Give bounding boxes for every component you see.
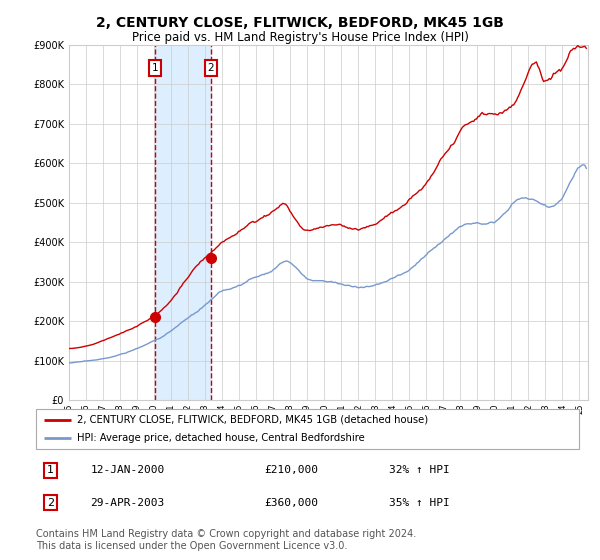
Text: £360,000: £360,000 bbox=[264, 498, 318, 507]
Text: 2, CENTURY CLOSE, FLITWICK, BEDFORD, MK45 1GB (detached house): 2, CENTURY CLOSE, FLITWICK, BEDFORD, MK4… bbox=[77, 415, 428, 424]
Text: Contains HM Land Registry data © Crown copyright and database right 2024.
This d: Contains HM Land Registry data © Crown c… bbox=[36, 529, 416, 551]
Text: 2, CENTURY CLOSE, FLITWICK, BEDFORD, MK45 1GB: 2, CENTURY CLOSE, FLITWICK, BEDFORD, MK4… bbox=[96, 16, 504, 30]
Text: 35% ↑ HPI: 35% ↑ HPI bbox=[389, 498, 450, 507]
Text: 2: 2 bbox=[47, 498, 54, 507]
Bar bbox=[155, 45, 211, 400]
Text: 1: 1 bbox=[151, 63, 158, 73]
Text: HPI: Average price, detached house, Central Bedfordshire: HPI: Average price, detached house, Cent… bbox=[77, 433, 364, 443]
Text: Price paid vs. HM Land Registry's House Price Index (HPI): Price paid vs. HM Land Registry's House … bbox=[131, 31, 469, 44]
FancyBboxPatch shape bbox=[36, 409, 579, 449]
Text: 12-JAN-2000: 12-JAN-2000 bbox=[91, 465, 164, 475]
Text: 1: 1 bbox=[47, 465, 54, 475]
Text: 2: 2 bbox=[208, 63, 214, 73]
Text: £210,000: £210,000 bbox=[264, 465, 318, 475]
Text: 32% ↑ HPI: 32% ↑ HPI bbox=[389, 465, 450, 475]
Text: 29-APR-2003: 29-APR-2003 bbox=[91, 498, 164, 507]
